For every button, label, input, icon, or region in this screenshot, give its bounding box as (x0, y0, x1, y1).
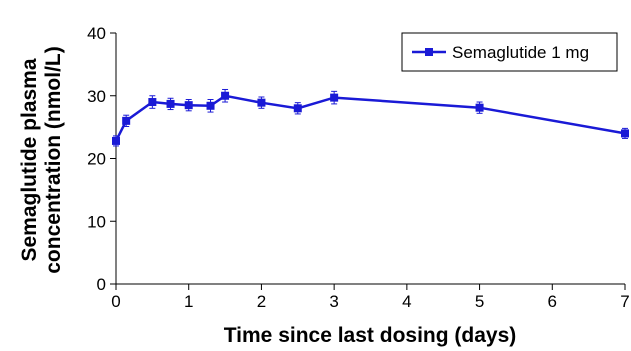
data-point (166, 99, 175, 108)
data-point (293, 104, 302, 113)
y-axis-title-line1: Semaglutide plasma (18, 58, 41, 261)
data-point (221, 91, 230, 100)
legend: Semaglutide 1 mg (401, 32, 618, 72)
data-point (257, 98, 266, 107)
y-axis-title-line2: concentration (nmol/L) (42, 46, 65, 274)
x-tick-label: 2 (257, 292, 266, 311)
x-tick-label: 5 (475, 292, 484, 311)
data-point (206, 101, 215, 110)
x-axis-ticks: 0 1 2 3 4 5 6 7 (111, 284, 630, 311)
data-point (475, 103, 484, 112)
x-tick-label: 4 (402, 292, 411, 311)
y-axis-title: Semaglutide plasma concentration (nmol/L… (18, 46, 65, 274)
legend-series-label: Semaglutide 1 mg (452, 43, 589, 62)
data-point (112, 136, 120, 145)
y-tick-label: 40 (87, 24, 106, 43)
legend-series-marker (425, 48, 433, 56)
x-tick-label: 1 (184, 292, 193, 311)
data-point (330, 93, 339, 102)
y-tick-label: 10 (87, 212, 106, 231)
data-point (122, 116, 131, 125)
y-tick-label: 20 (87, 150, 106, 169)
y-tick-label: 0 (97, 275, 106, 294)
y-tick-label: 30 (87, 87, 106, 106)
plot-area (112, 88, 629, 147)
y-axis-ticks: 0 10 20 30 40 (87, 24, 116, 294)
x-tick-label: 7 (620, 292, 629, 311)
data-point (184, 101, 193, 110)
x-tick-label: 6 (548, 292, 557, 311)
data-point (148, 98, 157, 107)
x-tick-label: 3 (329, 292, 338, 311)
x-axis-title: Time since last dosing (days) (224, 324, 517, 347)
x-tick-label: 0 (111, 292, 120, 311)
series-line (114, 94, 626, 142)
data-point (621, 129, 629, 138)
